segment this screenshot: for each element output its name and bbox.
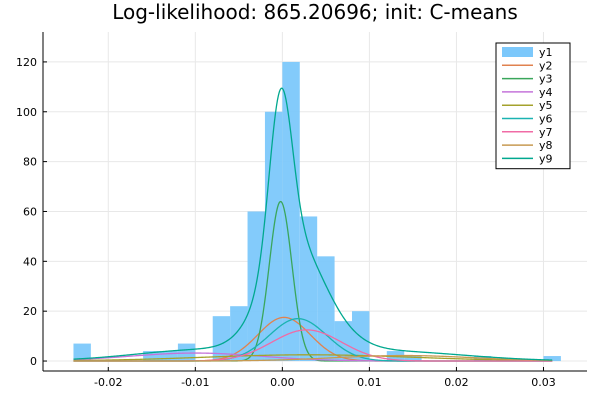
legend-swatch-y1 <box>502 47 533 57</box>
series-line-y9 <box>73 87 553 361</box>
legend-label-y7: y7 <box>539 126 553 139</box>
legend-label-y3: y3 <box>539 73 553 86</box>
histogram-bar <box>212 316 231 362</box>
histogram-bar <box>73 343 91 362</box>
y-tick-label: 60 <box>23 205 37 218</box>
histogram-bar <box>143 351 161 362</box>
legend-label-y2: y2 <box>539 59 553 72</box>
histogram-bar <box>264 111 283 362</box>
histogram-bar <box>299 216 318 362</box>
x-tick-label: 0.02 <box>444 376 469 389</box>
x-tick-label: -0.02 <box>94 376 122 389</box>
histogram-bar <box>404 356 422 362</box>
x-tick-label: 0.00 <box>270 376 295 389</box>
y-tick-label: 0 <box>30 355 37 368</box>
legend-label-y4: y4 <box>539 86 553 99</box>
y-tick-label: 100 <box>16 106 37 119</box>
legend-label-y6: y6 <box>539 113 553 126</box>
legend-label-y8: y8 <box>539 139 553 152</box>
y-tick-label: 80 <box>23 156 37 169</box>
x-tick-label: 0.03 <box>531 376 556 389</box>
histogram-bar <box>317 256 335 362</box>
histogram-bar <box>230 306 248 362</box>
axes: -0.02 -0.01 0.00 0.01 0.02 0.03 0 20 40 60 80 100 12… <box>16 32 587 389</box>
series-line-y5 <box>73 354 553 362</box>
series-line-y8 <box>73 354 553 362</box>
y-tick-label: 20 <box>23 305 37 318</box>
histogram-bar <box>543 356 561 362</box>
legend-label-y1: y1 <box>539 46 553 59</box>
density-curves <box>73 87 553 362</box>
histogram-bar <box>177 343 196 362</box>
x-tick-label: 0.01 <box>357 376 382 389</box>
legend-label-y5: y5 <box>539 99 553 112</box>
y-tick-label: 120 <box>16 56 37 69</box>
histogram-bar <box>282 61 300 362</box>
chart-title: Log-likelihood: 865.20696; init: C-means <box>112 0 518 24</box>
y-tick-label: 40 <box>23 255 37 268</box>
legend-label-y9: y9 <box>539 152 553 165</box>
x-tick-label: -0.01 <box>181 376 209 389</box>
histogram-bar <box>160 351 178 362</box>
